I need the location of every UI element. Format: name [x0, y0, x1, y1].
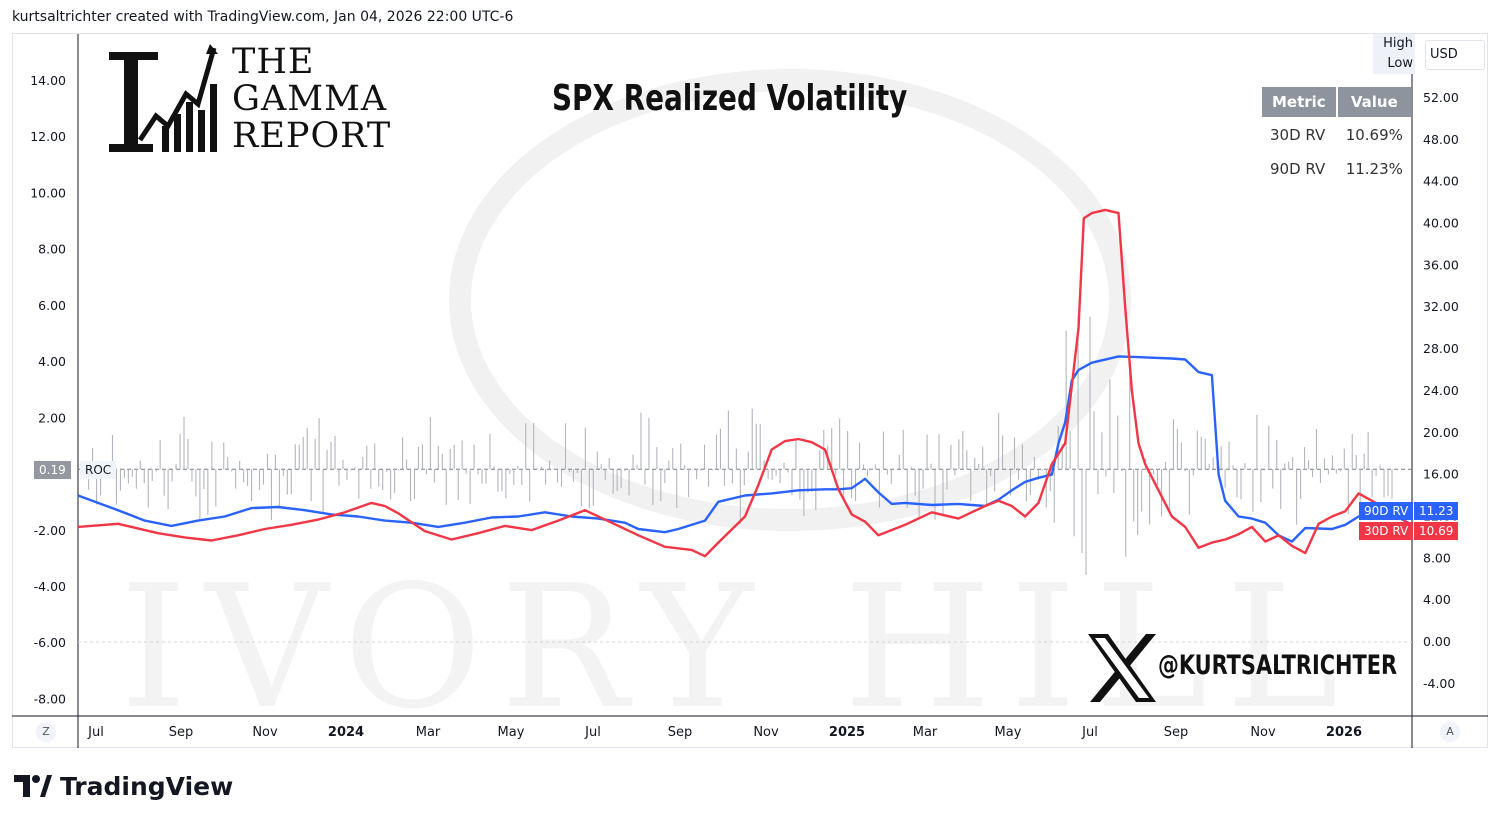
- gamma-bar-4: [198, 110, 205, 152]
- right-tick-label: 20.00: [1423, 425, 1459, 440]
- ivory-hill-watermark-text: IVORY HILL: [120, 549, 1357, 747]
- currency-button[interactable]: USD: [1425, 40, 1485, 70]
- roc-value-chip: 0.19: [34, 461, 71, 479]
- value-cell: 11.23%: [1345, 160, 1403, 178]
- rv90-value-chip: 11.23: [1414, 502, 1459, 520]
- right-tick-label: 28.00: [1423, 341, 1459, 356]
- x-tick-label: Jul: [1081, 725, 1098, 740]
- x-tick-label: 2024: [328, 725, 364, 740]
- right-tick-label: 40.00: [1423, 216, 1459, 231]
- x-tick-label: May: [498, 725, 525, 740]
- left-tick-label: 4.00: [38, 354, 66, 369]
- x-tick-label: 2025: [829, 725, 865, 740]
- table-row: 90D RV 11.23%: [1262, 153, 1411, 185]
- left-tick-label: -2.00: [34, 523, 66, 538]
- right-tick-label: 8.00: [1423, 550, 1451, 565]
- chart-attribution: kurtsaltrichter created with TradingView…: [12, 9, 514, 25]
- gamma-report-wordmark: THE GAMMA REPORT: [232, 44, 391, 155]
- rv-lines: [77, 208, 1413, 558]
- rv30-label-chip: 30D RV: [1359, 522, 1414, 540]
- high-label[interactable]: High: [1383, 36, 1413, 51]
- elephant-watermark: IVORY HILL: [120, 69, 1357, 747]
- metric-cell: 30D RV: [1270, 126, 1326, 144]
- low-label[interactable]: Low: [1387, 56, 1413, 71]
- left-tick-label: -8.00: [34, 691, 66, 706]
- gamma-bar-1: [162, 126, 169, 152]
- tradingview-logo-icon: [14, 775, 52, 797]
- x-tick-label: Mar: [913, 725, 938, 740]
- right-tick-label: 4.00: [1423, 592, 1451, 607]
- gamma-chart-line: [137, 47, 217, 142]
- left-tick-label: -4.00: [34, 579, 66, 594]
- right-tick-label: 0.00: [1423, 634, 1451, 649]
- x-tick-label: Jul: [87, 725, 104, 740]
- high-low-toggle[interactable]: High Low: [1373, 34, 1415, 74]
- gamma-bar-3: [186, 102, 193, 152]
- logo-line-1: THE: [232, 42, 315, 82]
- rv30-line: [77, 208, 1413, 558]
- rv90-line: [77, 355, 1413, 543]
- logo-line-3: REPORT: [232, 116, 392, 156]
- value-cell: 10.69%: [1345, 126, 1403, 144]
- chart-axes: 14.00 12.00 10.00 8.00 6.00 4.00 2.00 -2.00 -4.0…: [30, 73, 1459, 740]
- x-logo-cutout: [1095, 638, 1149, 698]
- metric-cell: 90D RV: [1270, 160, 1326, 178]
- right-tick-label: -4.00: [1423, 676, 1455, 691]
- x-tick-label: Sep: [169, 725, 194, 740]
- chart-title: SPX Realized Volatility: [552, 78, 908, 119]
- chart-grid: [12, 34, 1488, 748]
- elephant-outline: [449, 69, 1131, 531]
- right-tick-label: 32.00: [1423, 299, 1459, 314]
- roc-series: [84, 316, 1393, 575]
- right-tick-label: 48.00: [1423, 132, 1459, 147]
- left-tick-label: 8.00: [38, 242, 66, 257]
- left-tick-label: 2.00: [38, 410, 66, 425]
- value-header: Value: [1337, 87, 1411, 117]
- right-tick-label: 44.00: [1423, 174, 1459, 189]
- metric-header: Metric: [1262, 87, 1336, 117]
- auto-scale-button[interactable]: A: [1440, 722, 1460, 742]
- right-tick-label: 24.00: [1423, 383, 1459, 398]
- gamma-bar-5: [210, 84, 217, 152]
- x-logo-icon: [1088, 634, 1156, 702]
- left-tick-label: 12.00: [30, 129, 66, 144]
- right-tick-label: 52.00: [1423, 90, 1459, 105]
- x-tick-label: Nov: [1250, 725, 1276, 740]
- gamma-arrow: [206, 44, 218, 54]
- x-tick-label: May: [995, 725, 1022, 740]
- x-handle: @KURTSALTRICHTER: [1158, 650, 1398, 681]
- table-row: 30D RV 10.69%: [1262, 119, 1411, 151]
- x-tick-label: 2026: [1326, 725, 1362, 740]
- gamma-report-logo: [109, 44, 218, 152]
- tradingview-footer: TradingView: [14, 771, 233, 801]
- x-tick-label: Sep: [1164, 725, 1189, 740]
- logo-line-2: GAMMA: [232, 79, 388, 119]
- x-tick-label: Sep: [668, 725, 693, 740]
- x-tick-label: Mar: [416, 725, 441, 740]
- zoom-reset-button[interactable]: Z: [36, 722, 56, 742]
- x-tick-label: Nov: [252, 725, 278, 740]
- rv30-value-chip: 10.69: [1414, 522, 1459, 540]
- left-tick-label: -6.00: [34, 635, 66, 650]
- chart-frame: [12, 33, 1488, 748]
- x-tick-label: Jul: [584, 725, 601, 740]
- x-tick-label: Nov: [753, 725, 779, 740]
- roc-label-chip: ROC: [80, 461, 117, 479]
- metric-table: Metric Value 30D RV 10.69% 90D RV 11.23%: [1260, 85, 1413, 187]
- gamma-bar-2: [174, 114, 181, 152]
- rv90-label-chip: 90D RV: [1359, 502, 1414, 520]
- left-tick-label: 14.00: [30, 73, 66, 88]
- left-tick-label: 6.00: [38, 298, 66, 313]
- tradingview-brand: TradingView: [60, 771, 234, 801]
- left-tick-label: 10.00: [30, 185, 66, 200]
- right-tick-label: 36.00: [1423, 257, 1459, 272]
- gamma-glyph: [109, 52, 158, 152]
- right-tick-label: 16.00: [1423, 467, 1459, 482]
